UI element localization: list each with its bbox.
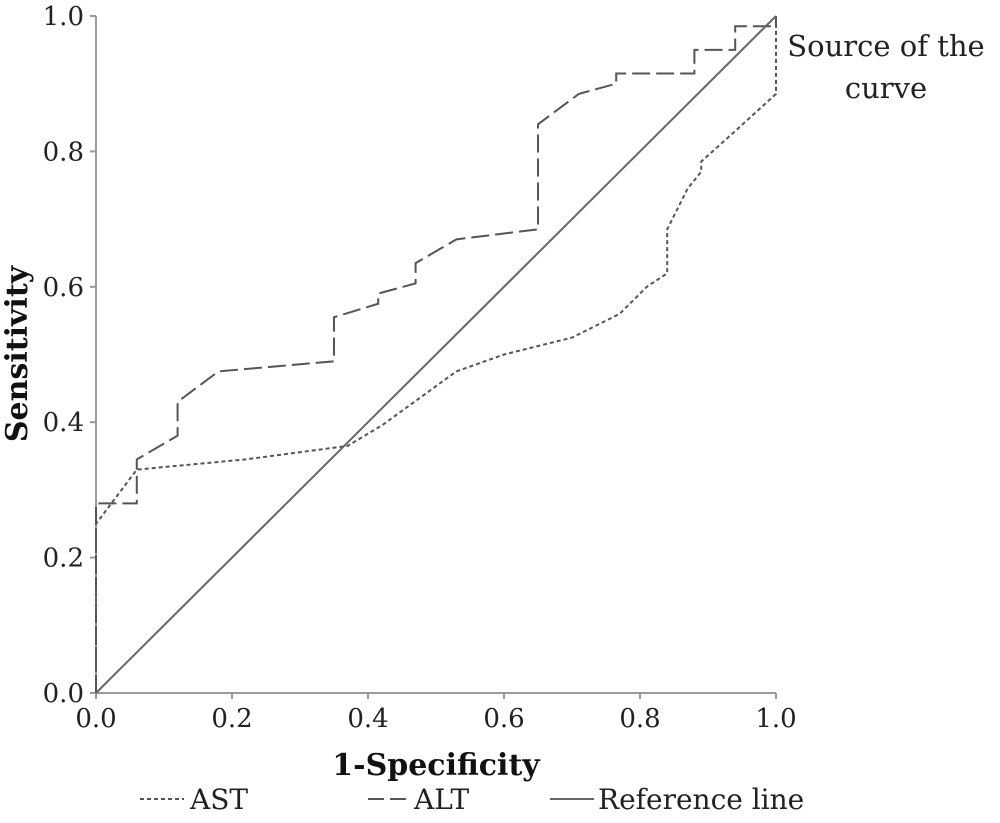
y-tick-label: 0.2 xyxy=(43,544,84,574)
series-line-alt xyxy=(95,16,777,693)
x-tick-label: 0.8 xyxy=(619,704,660,734)
legend: AST ALT Reference line xyxy=(140,783,804,816)
legend-label-reference-line: Reference line xyxy=(598,783,804,816)
series-line-ast xyxy=(95,16,777,693)
legend-label-alt: ALT xyxy=(413,783,470,816)
y-tick-label: 1.0 xyxy=(43,2,84,32)
annotation-source-of-curve-line-2: curve xyxy=(845,71,927,105)
axes: 0.0 0.2 0.4 0.6 0.8 1.0 0.0 0.2 0.4 0.6 0.8 1.0 xyxy=(43,2,797,734)
y-tick-label: 0.6 xyxy=(43,273,84,303)
series-line-reference-line xyxy=(95,15,777,694)
x-tick-label: 0.6 xyxy=(483,704,524,734)
x-tick-label: 0.4 xyxy=(347,704,388,734)
x-tick-label: 0.2 xyxy=(211,704,252,734)
annotation-source-of-curve-line-1: Source of the xyxy=(787,29,984,63)
y-tick-label: 0.8 xyxy=(43,137,84,167)
x-tick-label: 0.0 xyxy=(75,704,116,734)
x-axis-title: 1-Specificity xyxy=(332,748,541,783)
x-tick-label: 1.0 xyxy=(755,704,796,734)
series-layer xyxy=(95,15,777,694)
y-axis-title: Sensitivity xyxy=(0,264,35,442)
y-tick-label: 0.4 xyxy=(43,408,84,438)
legend-label-ast: AST xyxy=(189,783,248,816)
y-tick-label: 0.0 xyxy=(43,679,84,709)
